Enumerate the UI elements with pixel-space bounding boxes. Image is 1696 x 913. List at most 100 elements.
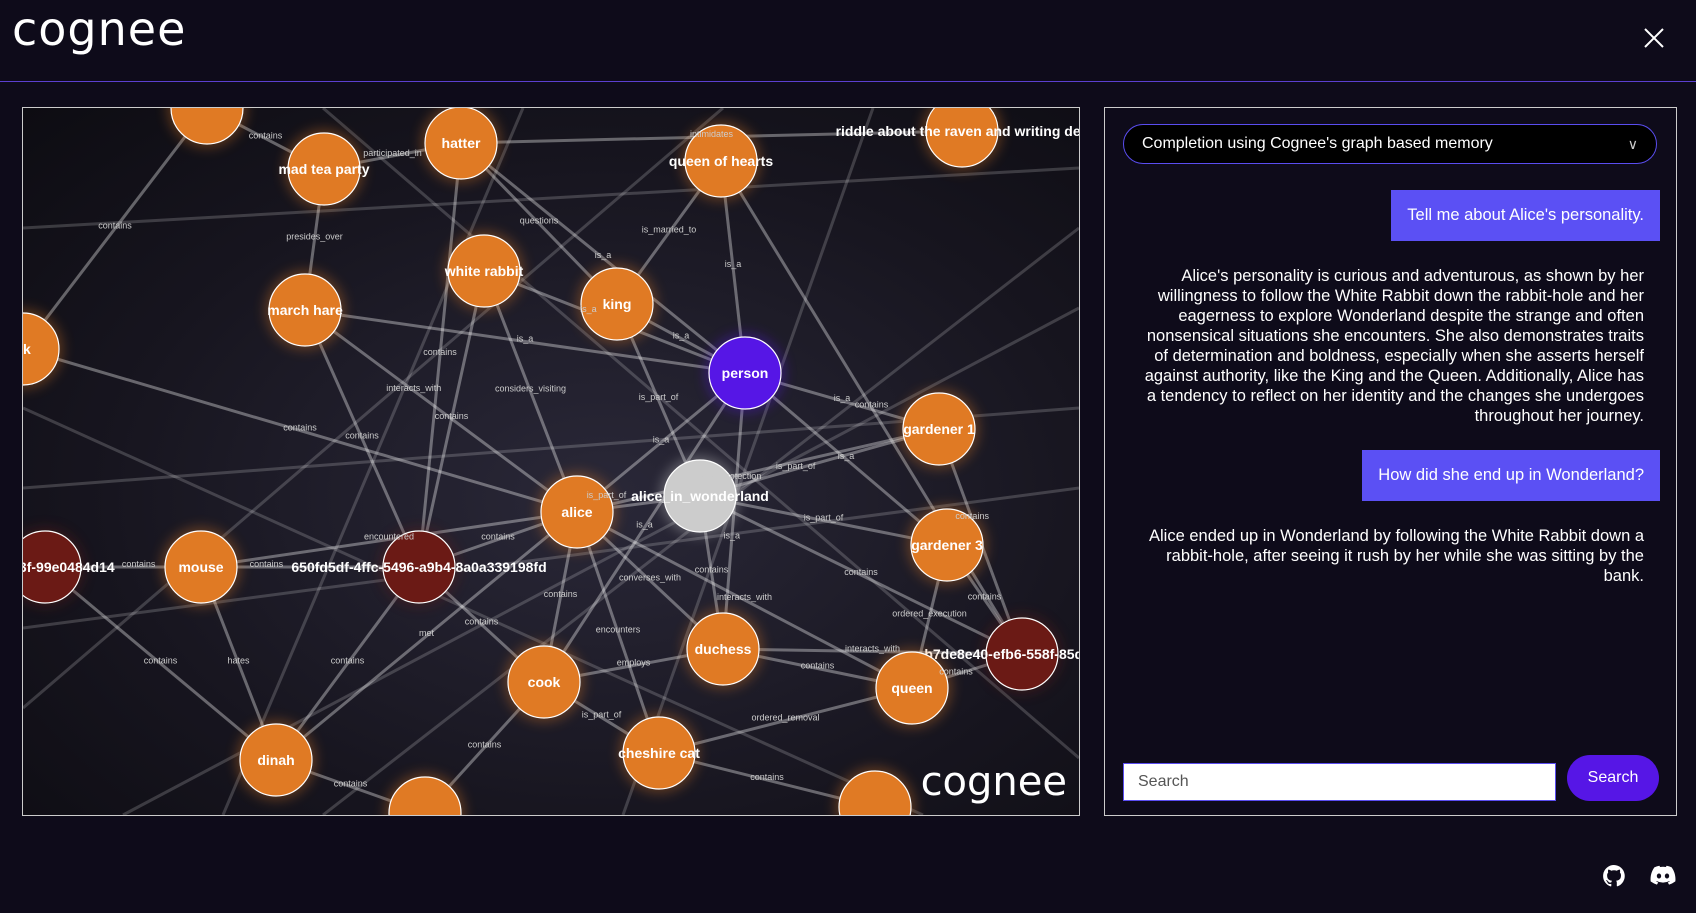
graph-node[interactable]: [686, 612, 760, 686]
graph-edge-label: contains: [334, 779, 368, 789]
graph-edge-label: is_a: [673, 331, 690, 341]
graph-node[interactable]: [540, 475, 614, 549]
graph-node[interactable]: [23, 530, 82, 604]
graph-node[interactable]: [925, 108, 999, 168]
graph-edge: [699, 494, 948, 547]
graph-edge: [621, 108, 875, 815]
graph-node[interactable]: [23, 312, 60, 386]
graph-edge-label: contains: [465, 617, 499, 627]
github-icon[interactable]: [1601, 864, 1627, 888]
graph-edge-label: contains: [481, 532, 515, 542]
graph-edge-label: participated_in: [363, 148, 422, 158]
graph-node-label: dinah: [257, 752, 294, 768]
graph-node[interactable]: [708, 336, 782, 410]
graph-edge-label: is_a: [580, 304, 597, 314]
knowledge-graph-canvas[interactable]: hatter mad tea party queen of hearts riddle…: [22, 107, 1080, 816]
graph-edge-label: ordered_execution: [892, 609, 967, 619]
graph-edge-label: contains: [98, 221, 132, 231]
graph-edge: [221, 108, 525, 815]
graph-node-label: cook: [528, 674, 561, 690]
graph-edge: [23, 108, 724, 710]
graph-node[interactable]: [287, 132, 361, 206]
graph-edge: [699, 494, 1023, 656]
search-input[interactable]: [1123, 763, 1556, 801]
graph-node[interactable]: [875, 651, 949, 725]
graph-edge-label: contains: [844, 567, 878, 577]
close-icon[interactable]: [1640, 24, 1668, 52]
assistant-message: Alice's personality is curious and adven…: [1144, 267, 1644, 425]
user-message: Tell me about Alice's personality.: [1391, 190, 1660, 241]
graph-edge-label: is_part_of: [587, 490, 627, 500]
graph-edge: [200, 510, 578, 569]
graph-edge: [303, 309, 421, 568]
graph-node-label: white rabbit: [444, 263, 524, 279]
graph-edge-label: encountered: [364, 532, 414, 542]
graph-node[interactable]: [684, 124, 758, 198]
graph-edge-label: is_a: [636, 520, 653, 530]
graph-edge-label: is_part_of: [639, 392, 679, 402]
graph-node[interactable]: [388, 776, 462, 815]
graph-svg[interactable]: hatter mad tea party queen of hearts riddle…: [23, 108, 1079, 815]
graph-node[interactable]: [910, 508, 984, 582]
mode-select-value: Completion using Cognee's graph based me…: [1142, 135, 1493, 152]
graph-node-label: mouse: [178, 559, 223, 575]
cognee-watermark: cognee: [920, 759, 1067, 805]
graph-edge-label: contains: [250, 559, 284, 569]
graph-edge-label: is_a: [653, 435, 670, 445]
graph-edge-label: is_part_of: [582, 710, 622, 720]
user-message: How did she end up in Wonderland?: [1362, 450, 1660, 501]
graph-edge-label: interacts_with: [386, 383, 441, 393]
graph-node[interactable]: [902, 392, 976, 466]
graph-edge-label: contains: [801, 661, 835, 671]
graph-edge: [23, 166, 1079, 230]
graph-edge: [542, 372, 747, 683]
graph-node[interactable]: [164, 530, 238, 604]
graph-edge: [576, 427, 940, 514]
graph-node[interactable]: [382, 530, 456, 604]
graph-edge: [658, 686, 913, 755]
graph-edge-label: is_married_to: [642, 225, 697, 235]
graph-edge-label: ordered_removal: [751, 713, 819, 723]
discord-icon[interactable]: [1650, 864, 1676, 888]
graph-edge: [304, 308, 578, 514]
graph-edge-label: is_a: [838, 451, 855, 461]
graph-edge-label: contains: [968, 592, 1002, 602]
graph-edge-label: contains: [435, 411, 469, 421]
graph-edge: [23, 108, 209, 350]
graph-node[interactable]: [580, 267, 654, 341]
graph-edge-label: contains: [345, 431, 379, 441]
graph-edge-label: contains: [283, 423, 317, 433]
graph-edge-label: contains: [955, 511, 989, 521]
graph-edge-label: contains: [144, 656, 178, 666]
graph-edge: [417, 142, 463, 568]
graph-edge-label: interacts_with: [845, 644, 900, 654]
graph-edge-label: met: [419, 628, 435, 638]
mode-select[interactable]: Completion using Cognee's graph based me…: [1123, 124, 1657, 164]
graph-node[interactable]: [170, 108, 244, 145]
graph-edge: [482, 270, 579, 513]
graph-node[interactable]: [447, 234, 521, 308]
graph-edge: [744, 371, 948, 547]
graph-edge-label: contains: [855, 400, 889, 410]
graph-edge-label: employs: [617, 658, 651, 668]
graph-node-label: alice: [561, 504, 592, 520]
graph-node[interactable]: [985, 617, 1059, 691]
graph-node[interactable]: [268, 273, 342, 347]
chevron-down-icon: ∨: [1627, 135, 1638, 152]
graph-edge-label: is_a: [724, 531, 741, 541]
graph-nodes: hatter mad tea party queen of hearts riddle…: [23, 108, 1079, 815]
graph-edge-label: converses_with: [619, 573, 681, 583]
search-button[interactable]: Search: [1567, 755, 1659, 801]
graph-node[interactable]: [507, 645, 581, 719]
graph-edge-label: contains: [249, 131, 283, 141]
graph-node-label: riddle about the raven and writing des: [836, 123, 1079, 139]
cognee-logo[interactable]: cognee: [12, 2, 187, 56]
graph-edge: [304, 308, 746, 375]
graph-node[interactable]: [838, 770, 912, 815]
graph-node[interactable]: [663, 459, 737, 533]
graph-edge-label: contains: [750, 772, 784, 782]
graph-node[interactable]: [424, 108, 498, 180]
graph-node[interactable]: [239, 723, 313, 797]
graph-node-label: ac3-aa3f-99e0484d14: [23, 559, 115, 575]
graph-node[interactable]: [622, 716, 696, 790]
